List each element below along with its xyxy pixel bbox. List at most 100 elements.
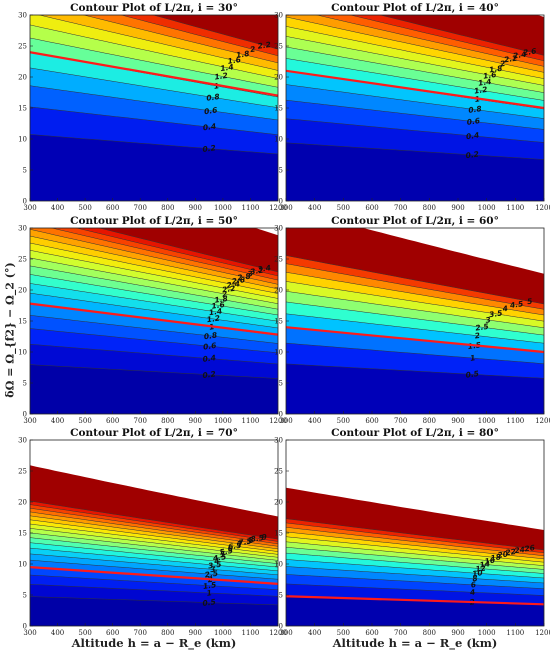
y-tick-label: 0 <box>23 411 27 419</box>
y-tick-label: 0 <box>23 198 27 206</box>
x-tick-label: 600 <box>106 417 119 425</box>
contour-line <box>349 15 544 62</box>
panel-title: Contour Plot of L/2π, i = 40° <box>331 2 499 14</box>
x-tick-label: 400 <box>308 417 321 425</box>
contour-line <box>286 84 544 119</box>
panel-title: Contour Plot of L/2π, i = 70° <box>70 427 238 439</box>
reference-red-line <box>30 566 278 585</box>
x-tick-label: 500 <box>337 417 350 425</box>
contour-label: 4.5 <box>509 299 523 310</box>
y-tick-label: 25 <box>18 468 27 476</box>
y-tick-label: 20 <box>18 74 27 82</box>
contour-label: 6 <box>470 580 476 590</box>
x-tick-label: 1100 <box>242 417 260 425</box>
contour-line <box>30 343 278 365</box>
y-tick-label: 15 <box>18 530 27 538</box>
contour-line <box>30 257 278 304</box>
x-tick-label: 1100 <box>506 417 524 425</box>
contour-line <box>30 523 278 555</box>
contour-label: 1.2 <box>473 85 487 96</box>
x-tick-label: 500 <box>78 629 91 637</box>
contour-label: 2.5 <box>204 569 218 580</box>
x-tick-label: 900 <box>189 629 202 637</box>
contour-line <box>30 134 278 155</box>
x-tick-label: 400 <box>51 629 64 637</box>
y-axis-label-wrap: δΩ = Ω_{f2} − Ω_2 (°) <box>0 140 20 520</box>
x-tick-label: 600 <box>365 204 378 212</box>
x-tick-label: 400 <box>51 204 64 212</box>
contour-label: 1.6 <box>227 55 241 66</box>
contour-line <box>30 542 278 568</box>
contour-label: 3.5 <box>489 309 503 320</box>
contour-label: 3 <box>210 565 216 575</box>
contour-line <box>286 16 544 73</box>
x-tick-label: 700 <box>394 629 407 637</box>
x-tick-label: 1200 <box>269 629 287 637</box>
x-tick-label: 1100 <box>242 204 260 212</box>
contour-line <box>75 228 278 277</box>
y-tick-label: 25 <box>18 43 27 51</box>
x-tick-label: 700 <box>394 417 407 425</box>
x-tick-label: 500 <box>337 204 350 212</box>
contour-label: 3.2 <box>250 266 264 277</box>
x-tick-label: 600 <box>365 629 378 637</box>
contour-label: 0.2 <box>202 143 216 154</box>
y-axis-label: δΩ = Ω_{f2} − Ω_2 (°) <box>3 262 17 398</box>
contour-line <box>286 552 544 574</box>
contour-line <box>286 313 544 344</box>
x-tick-label: 1100 <box>506 204 524 212</box>
x-tick-label: 900 <box>189 204 202 212</box>
contour-label: 0.6 <box>466 116 480 127</box>
panel-title: Contour Plot of L/2π, i = 50° <box>70 215 238 227</box>
x-tick-label: 800 <box>423 417 436 425</box>
y-tick-label: 25 <box>18 256 27 264</box>
contour-line <box>30 596 278 606</box>
x-tick-label: 300 <box>23 417 36 425</box>
y-tick-label: 15 <box>18 105 27 113</box>
y-tick-label: 5 <box>23 592 27 600</box>
contour-panel-50: 0.20.40.60.811.21.41.61.822.22.42.62.833… <box>18 215 287 425</box>
contour-label: 4 <box>502 304 508 314</box>
contour-line <box>286 342 544 364</box>
contour-panel-60: 0.511.522.533.544.5530040050060070080090… <box>274 215 550 425</box>
x-tick-label: 1000 <box>478 417 496 425</box>
contour-line <box>286 522 544 554</box>
y-tick-label: 30 <box>18 437 27 445</box>
x-tick-label: 500 <box>78 204 91 212</box>
contour-label: 2.6 <box>522 47 536 58</box>
x-tick-label: 600 <box>106 204 119 212</box>
contour-line <box>30 106 278 135</box>
x-tick-label: 800 <box>161 204 174 212</box>
contour-label: 8 <box>472 574 478 584</box>
x-tick-label: 800 <box>423 204 436 212</box>
contour-line <box>286 36 544 86</box>
x-tick-label: 400 <box>51 417 64 425</box>
contour-label: 1 <box>213 81 219 91</box>
y-tick-label: 20 <box>274 287 283 295</box>
x-tick-label: 700 <box>394 204 407 212</box>
panel-title: Contour Plot of L/2π, i = 80° <box>331 427 499 439</box>
contour-line <box>30 500 278 540</box>
contour-line <box>50 228 278 281</box>
contour-line <box>286 536 544 563</box>
x-tick-label: 400 <box>308 204 321 212</box>
contour-line <box>286 518 544 551</box>
y-tick-label: 15 <box>274 530 283 538</box>
contour-line <box>30 235 278 290</box>
contour-line <box>286 142 544 160</box>
contour-label: 0.2 <box>202 369 216 380</box>
contour-line <box>286 301 544 336</box>
contour-line <box>30 584 278 597</box>
x-tick-label: 900 <box>451 629 464 637</box>
panel-title: Contour Plot of L/2π, i = 60° <box>331 215 499 227</box>
y-tick-label: 30 <box>274 437 283 445</box>
contour-label: 4 <box>469 587 475 597</box>
contour-label: 20 <box>497 550 509 560</box>
x-tick-label: 300 <box>23 204 36 212</box>
contour-line <box>286 583 544 596</box>
contour-label: 1 <box>206 588 212 598</box>
contour-line <box>379 15 544 56</box>
contour-line <box>30 537 278 564</box>
x-tick-label: 900 <box>451 204 464 212</box>
